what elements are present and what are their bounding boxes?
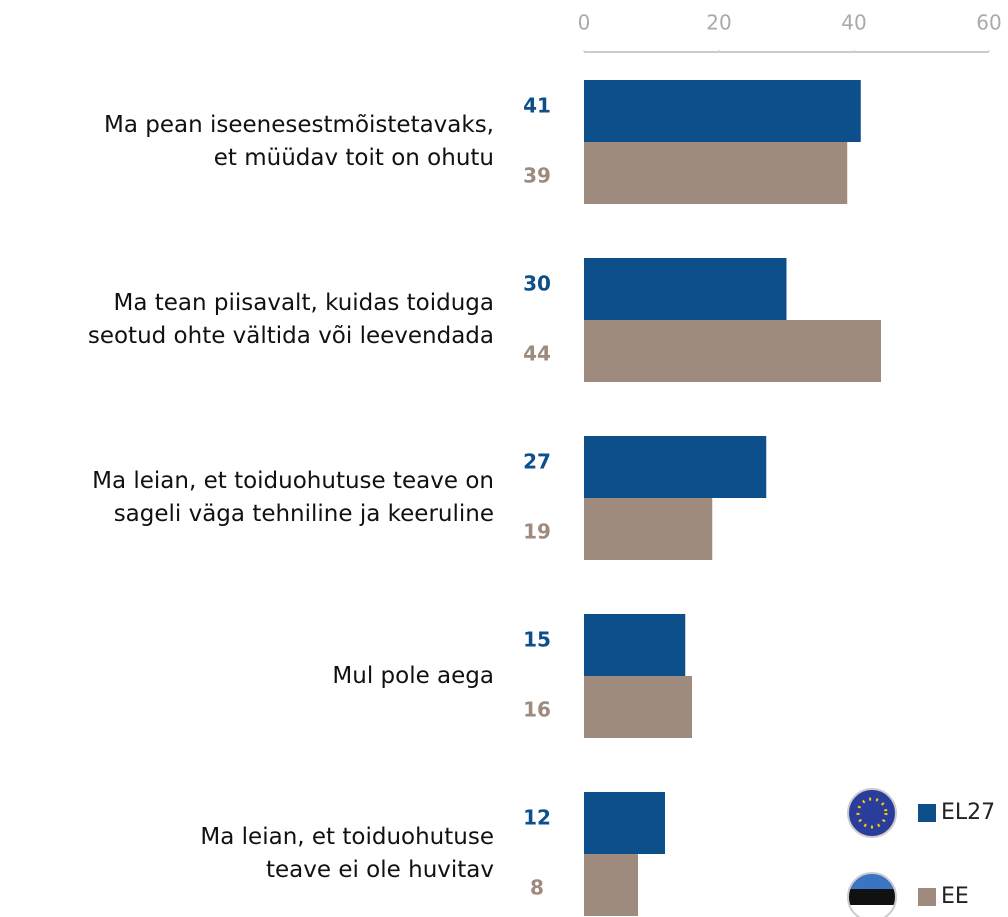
bar bbox=[584, 614, 686, 676]
value-label: 16 bbox=[523, 698, 551, 722]
legend-label: EL27 bbox=[941, 800, 995, 825]
category-label: Ma leian, et toiduohutuse teave on sagel… bbox=[92, 468, 494, 527]
value-label: 30 bbox=[523, 272, 551, 296]
x-tick-label: 0 bbox=[578, 11, 591, 35]
category-label: Ma pean iseenesestmõistetavaks, et müüda… bbox=[104, 112, 494, 171]
value-label: 8 bbox=[530, 876, 544, 900]
legend-swatch bbox=[918, 804, 936, 822]
ee-flag bbox=[847, 872, 897, 917]
bar bbox=[584, 498, 713, 560]
category-label: Mul pole aega bbox=[332, 662, 494, 689]
value-label: 27 bbox=[523, 450, 551, 474]
value-label: 12 bbox=[523, 806, 551, 830]
bar bbox=[584, 80, 861, 142]
value-label: 41 bbox=[523, 94, 551, 118]
value-label: 44 bbox=[523, 342, 551, 366]
bar bbox=[584, 854, 638, 916]
bar bbox=[584, 320, 881, 382]
value-label: 19 bbox=[523, 520, 551, 544]
x-tick-label: 60 bbox=[976, 11, 1001, 35]
legend-label: EE bbox=[941, 884, 969, 909]
value-label: 39 bbox=[523, 164, 551, 188]
legend-swatch bbox=[918, 888, 936, 906]
bar bbox=[584, 258, 787, 320]
category-label: Ma tean piisavalt, kuidas toiduga seotud… bbox=[87, 290, 494, 349]
bar bbox=[584, 676, 692, 738]
bar bbox=[584, 792, 665, 854]
value-label: 15 bbox=[523, 628, 551, 652]
eu-flag bbox=[847, 788, 897, 838]
x-tick-label: 40 bbox=[841, 11, 866, 35]
bar bbox=[584, 142, 848, 204]
x-tick-label: 20 bbox=[706, 11, 731, 35]
bar bbox=[584, 436, 767, 498]
category-label: Ma leian, et toiduohutuse teave ei ole h… bbox=[200, 824, 494, 883]
